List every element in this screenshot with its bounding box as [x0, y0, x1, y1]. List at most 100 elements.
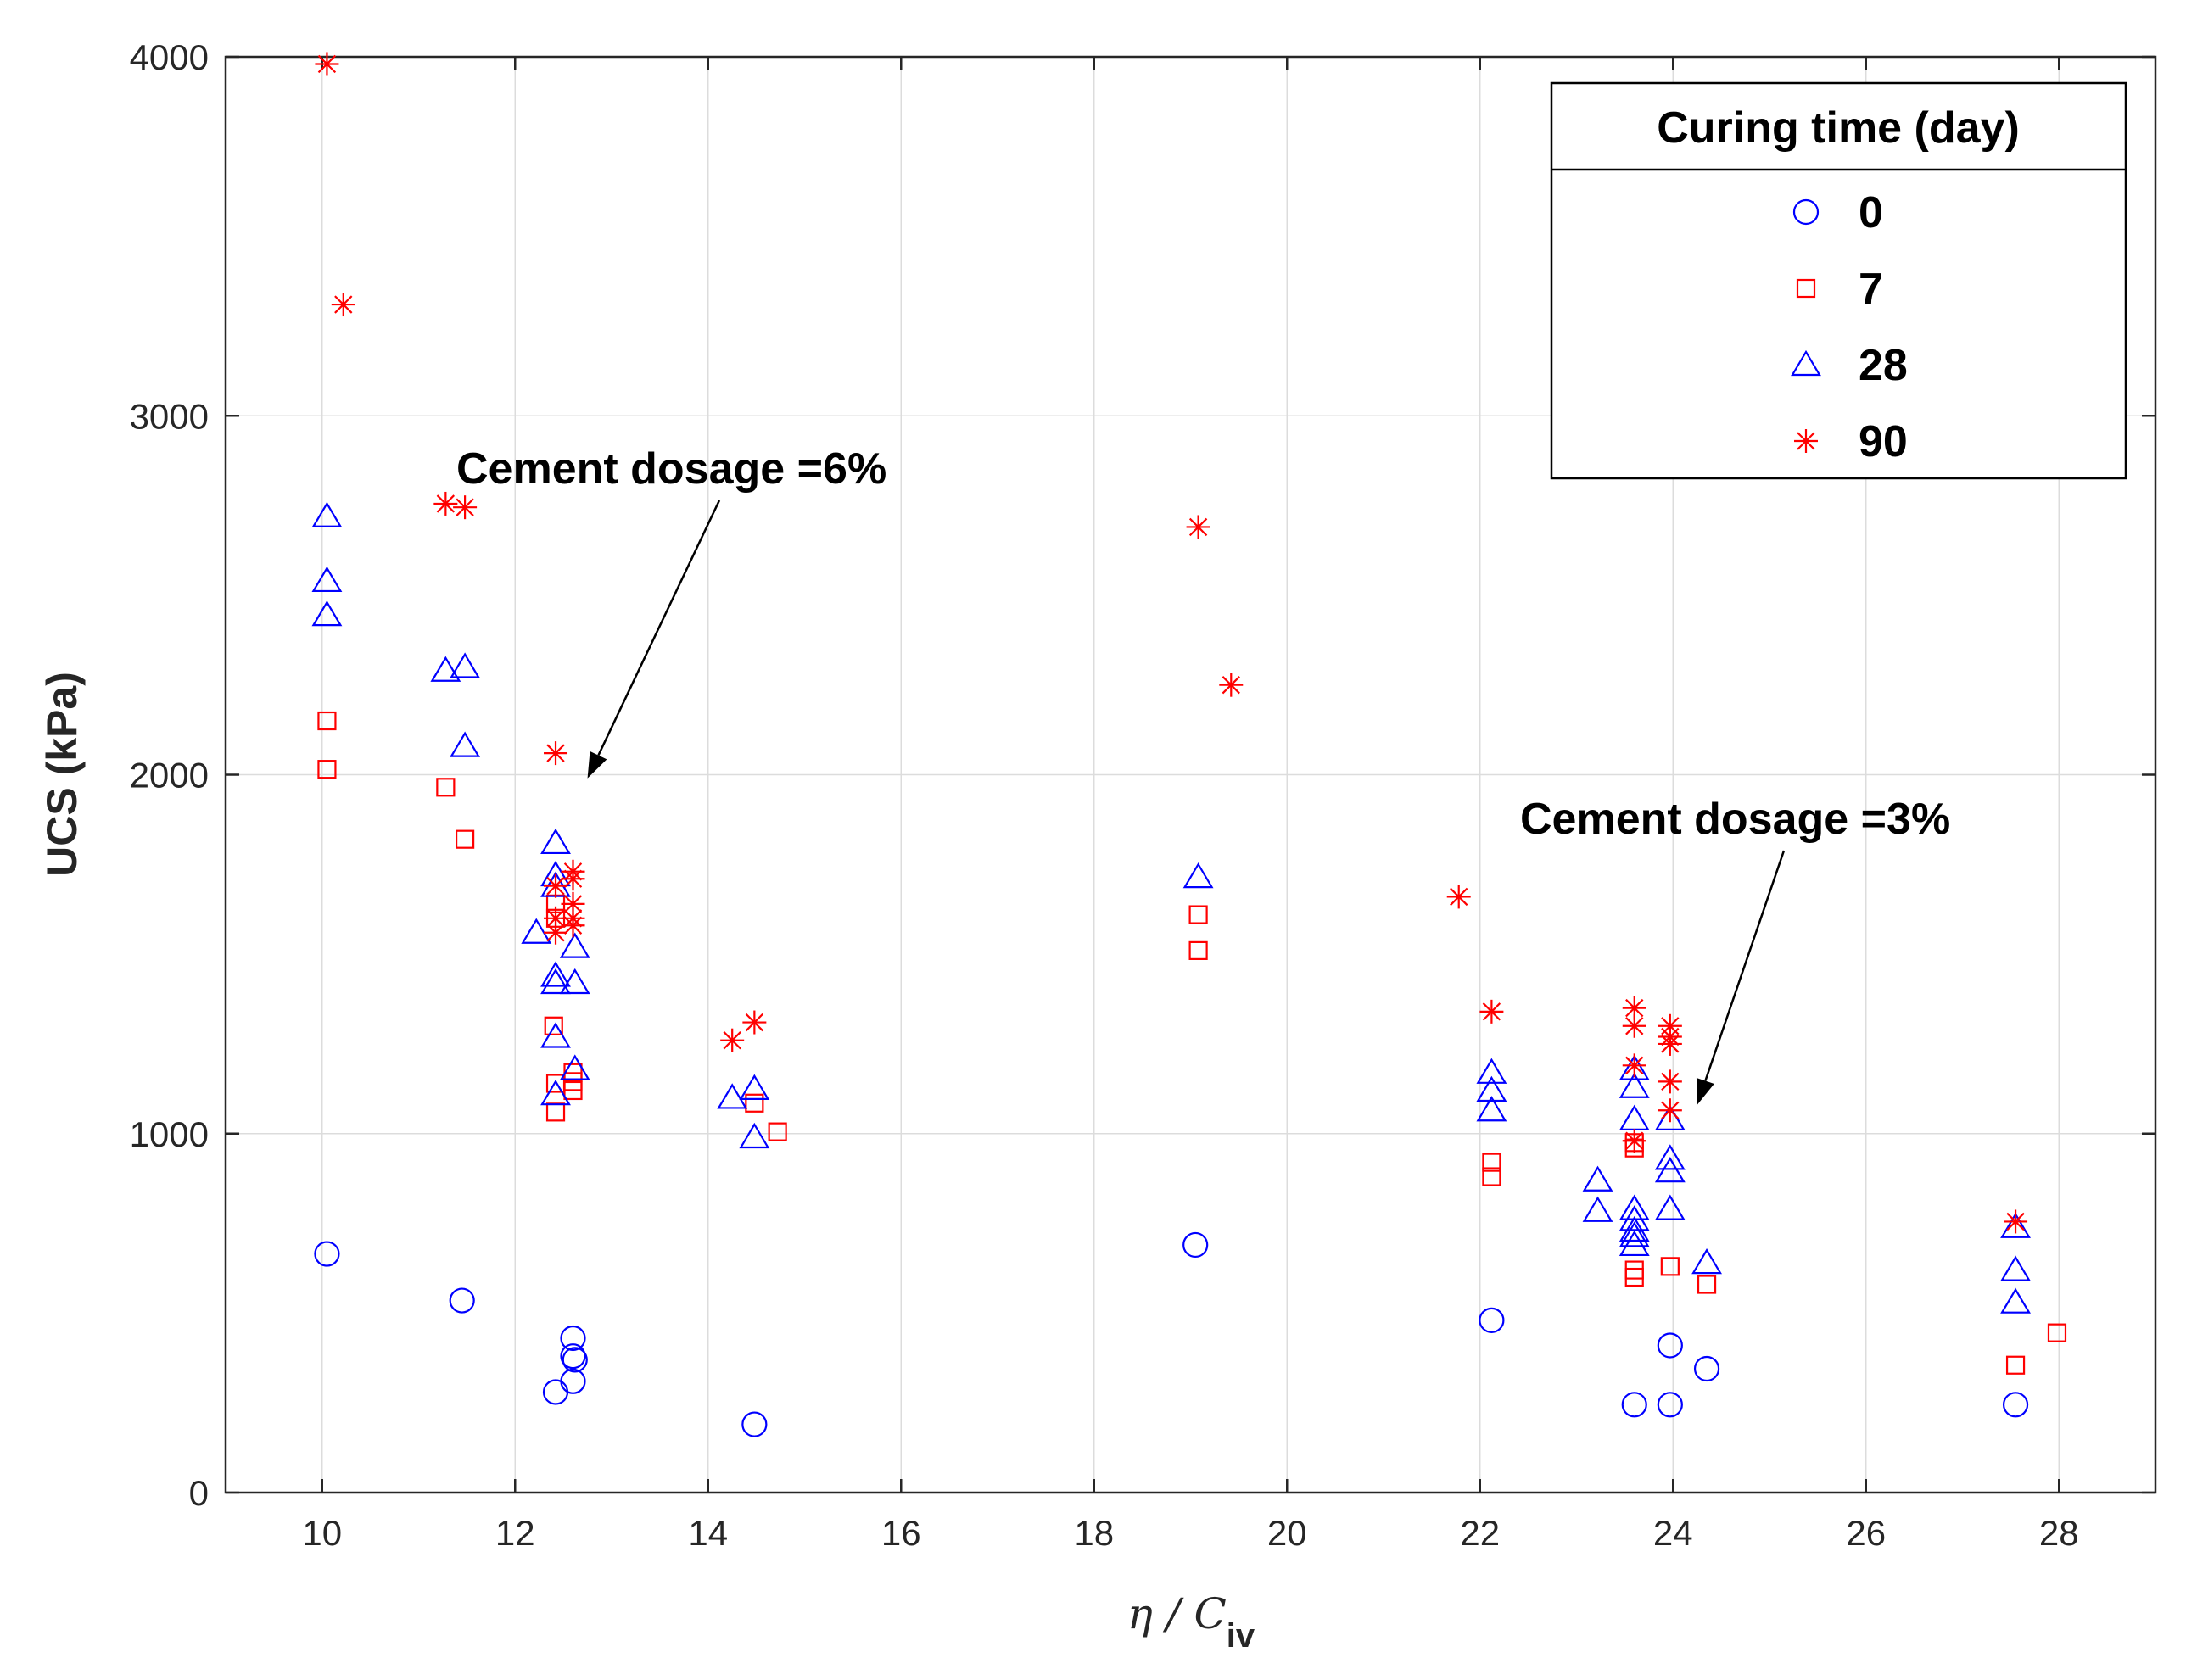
point-curing-90-day: [1622, 1013, 1646, 1038]
x-tick-label: 26: [1846, 1513, 1886, 1553]
point-curing-90-day: [1219, 673, 1244, 697]
point-curing-7-day: [1482, 1167, 1501, 1186]
point-curing-0-day: [1657, 1332, 1683, 1359]
y-tick-label: 1000: [130, 1114, 209, 1154]
point-curing-90-day: [742, 1010, 767, 1035]
y-tick-label: 2000: [130, 756, 209, 795]
point-curing-28-day: [311, 566, 343, 593]
point-curing-90-day: [1186, 515, 1210, 539]
point-curing-28-day: [559, 968, 590, 995]
legend: Curing time (day) 0 7 28 90: [1550, 81, 2127, 480]
point-curing-28-day: [1654, 1194, 1686, 1220]
point-curing-90-day: [544, 741, 568, 766]
point-curing-28-day: [430, 656, 461, 682]
point-curing-28-day: [559, 932, 590, 958]
point-curing-28-day: [540, 1022, 571, 1048]
x-axis-title: η / Civ: [1127, 1589, 1255, 1655]
point-curing-28-day: [311, 501, 343, 527]
annotation-6pct-label: Cement dosage =6%: [456, 444, 886, 494]
point-curing-28-day: [521, 918, 552, 944]
point-curing-28-day: [1619, 1230, 1650, 1257]
point-curing-28-day: [540, 828, 571, 855]
point-curing-28-day: [1476, 1075, 1507, 1102]
point-curing-90-day: [453, 495, 478, 520]
legend-title: Curing time (day): [1657, 103, 2020, 153]
point-curing-7-day: [436, 778, 456, 797]
point-curing-28-day: [2000, 1255, 2031, 1281]
point-curing-90-day: [720, 1028, 745, 1052]
point-curing-28-day: [1619, 1221, 1650, 1247]
series-0: [314, 1231, 2029, 1437]
point-curing-7-day: [317, 760, 337, 779]
point-curing-0-day: [314, 1241, 340, 1267]
point-curing-0-day: [2002, 1392, 2029, 1418]
point-curing-28-day: [1654, 1144, 1686, 1170]
point-curing-28-day: [739, 1122, 770, 1149]
annotation-3pct-arrowhead: [1696, 1077, 1714, 1105]
point-curing-28-day: [739, 1074, 770, 1100]
point-curing-7-day: [2005, 1355, 2026, 1375]
point-curing-7-day: [1697, 1275, 1717, 1294]
point-curing-90-day: [544, 920, 568, 945]
point-curing-28-day: [450, 731, 481, 757]
point-curing-90-day: [331, 293, 355, 317]
point-curing-7-day: [563, 1080, 583, 1101]
annotation-3pct-label: Cement dosage =3%: [1520, 795, 1950, 844]
point-curing-0-day: [449, 1287, 475, 1314]
point-curing-28-day: [1582, 1165, 1613, 1192]
legend-marker-90: [1794, 429, 1818, 453]
x-tick-label: 12: [495, 1513, 535, 1553]
point-curing-90-day: [1658, 1069, 1682, 1094]
legend-box: [1550, 81, 2127, 480]
point-curing-90-day: [1446, 885, 1471, 909]
point-curing-7-day: [2047, 1323, 2067, 1342]
point-curing-90-day: [315, 52, 339, 76]
data-points: [311, 52, 2067, 1437]
x-tick-label: 28: [2039, 1513, 2079, 1553]
legend-label-0: 0: [1859, 188, 1883, 237]
point-curing-90-day: [433, 491, 458, 516]
point-curing-90-day: [1622, 1053, 1646, 1078]
legend-marker-28: [1791, 349, 1821, 377]
point-curing-28-day: [559, 1054, 590, 1080]
point-curing-28-day: [2000, 1212, 2031, 1238]
point-curing-28-day: [1619, 1054, 1650, 1080]
point-curing-28-day: [1691, 1247, 1722, 1275]
point-curing-90-day: [1658, 1031, 1682, 1056]
point-curing-90-day: [561, 913, 585, 938]
point-curing-0-day: [1621, 1392, 1647, 1418]
point-curing-7-day: [745, 1093, 764, 1113]
x-axis-title-main: η / C: [1127, 1589, 1227, 1638]
point-curing-0-day: [560, 1368, 586, 1394]
point-curing-28-day: [311, 600, 343, 627]
y-axis-title: UCS (kPa): [38, 672, 86, 877]
annotation-6pct-arrow: [597, 500, 721, 756]
legend-marker-7: [1796, 278, 1816, 299]
point-curing-7-day: [1660, 1257, 1680, 1276]
point-curing-28-day: [540, 961, 571, 987]
x-tick-label: 14: [688, 1513, 728, 1553]
point-curing-28-day: [1619, 1072, 1650, 1098]
point-curing-7-day: [455, 829, 475, 849]
legend-label-90: 90: [1859, 417, 1908, 466]
point-curing-7-day: [1188, 940, 1208, 960]
point-curing-7-day: [1624, 1267, 1644, 1287]
series-90: [315, 52, 2028, 1234]
x-tick-label: 20: [1267, 1513, 1307, 1553]
point-curing-28-day: [540, 968, 571, 995]
point-curing-28-day: [1182, 862, 1214, 889]
point-curing-90-day: [1658, 1098, 1682, 1123]
point-curing-90-day: [544, 873, 568, 898]
legend-marker-0: [1792, 198, 1820, 226]
point-curing-7-day: [1188, 905, 1208, 924]
legend-label-28: 28: [1859, 341, 1908, 390]
x-tick-label: 22: [1460, 1513, 1500, 1553]
point-curing-90-day: [1622, 1129, 1646, 1153]
annotation-6pct: Cement dosage =6%: [456, 444, 886, 779]
point-curing-90-day: [2004, 1209, 2028, 1234]
point-curing-90-day: [1479, 999, 1504, 1024]
point-curing-28-day: [1619, 1205, 1650, 1231]
point-curing-0-day: [1657, 1392, 1683, 1418]
